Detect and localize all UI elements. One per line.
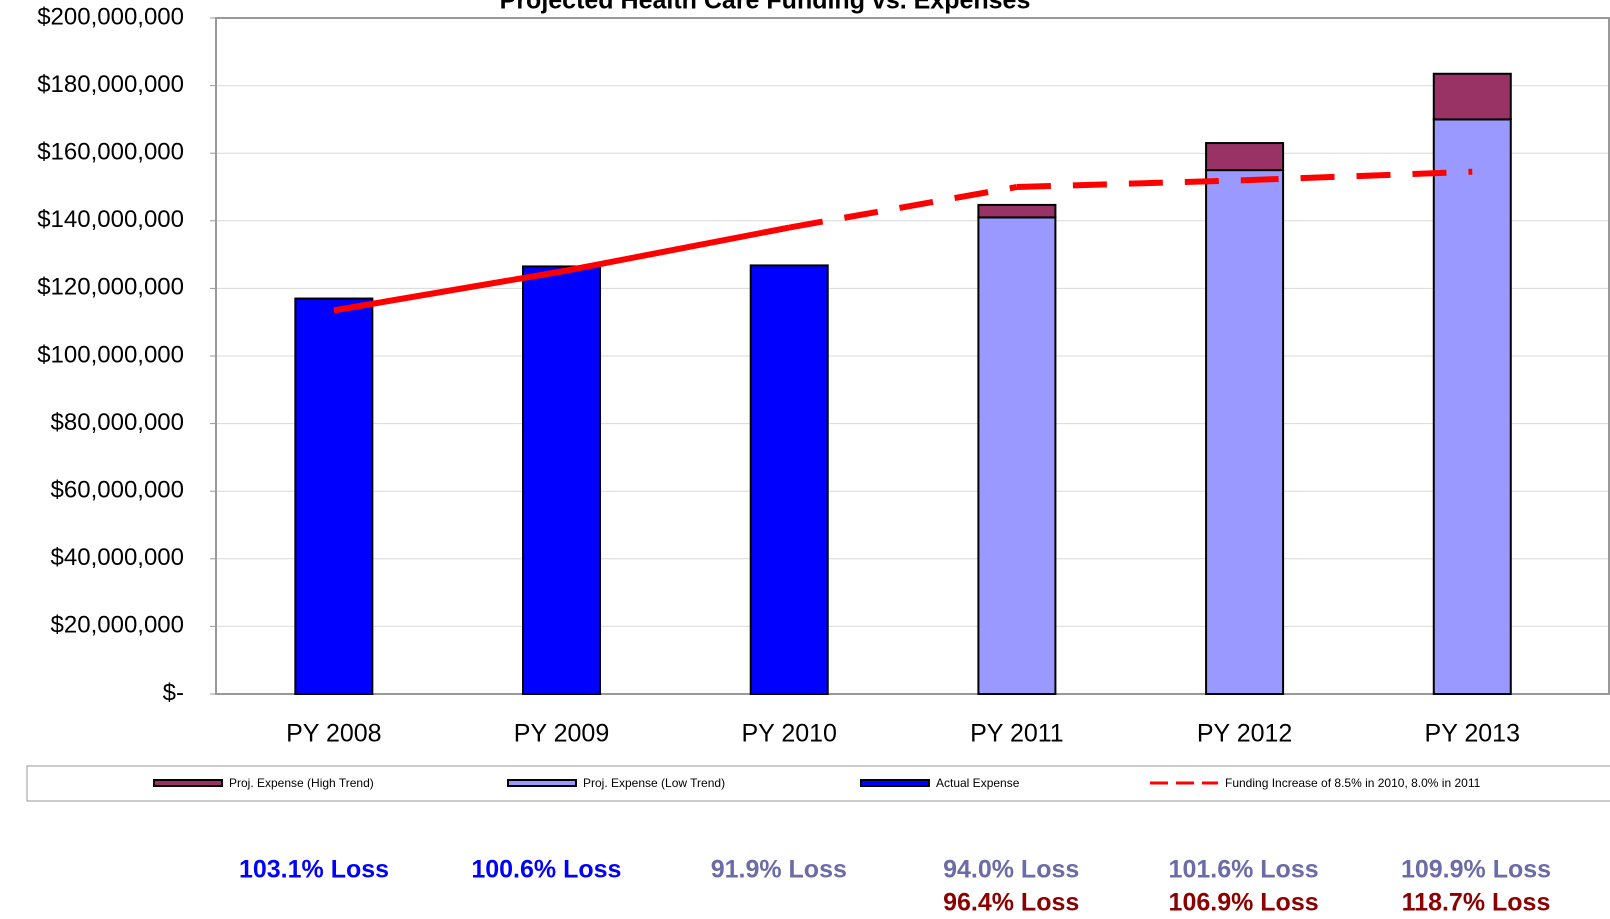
x-tick-label: PY 2010 xyxy=(741,720,836,748)
bar-segment xyxy=(522,265,602,695)
y-tick-label: $80,000,000 xyxy=(51,409,184,436)
loss-label: 101.6% Loss xyxy=(1169,856,1319,884)
bar-segment xyxy=(749,264,829,695)
x-tick-label: PY 2012 xyxy=(1197,720,1292,748)
y-tick-label: $- xyxy=(163,679,184,706)
loss-label: 94.0% Loss xyxy=(943,856,1079,884)
legend-box xyxy=(26,765,1610,802)
bar-segment xyxy=(1205,142,1285,172)
legend-label: Proj. Expense (High Trend) xyxy=(229,776,374,790)
y-tick-label: $180,000,000 xyxy=(37,71,184,98)
loss-label: 103.1% Loss xyxy=(239,856,389,884)
loss-label-high: 96.4% Loss xyxy=(943,889,1079,917)
bar-segment xyxy=(294,297,374,695)
y-tick-label: $20,000,000 xyxy=(51,612,184,639)
loss-label: 100.6% Loss xyxy=(471,856,621,884)
y-tick-label: $100,000,000 xyxy=(37,341,184,368)
y-tick-label: $40,000,000 xyxy=(51,544,184,571)
legend-swatch xyxy=(153,779,223,787)
loss-label: 91.9% Loss xyxy=(711,856,847,884)
plot-border xyxy=(215,17,1610,695)
loss-label-high: 118.7% Loss xyxy=(1402,889,1551,917)
bar-segment xyxy=(1432,118,1512,695)
bar-segment xyxy=(1432,72,1512,121)
funding-line-segment xyxy=(788,184,1018,231)
x-tick-label: PY 2013 xyxy=(1425,720,1520,748)
legend-swatch xyxy=(860,779,930,787)
bar-segment xyxy=(1205,169,1285,696)
legend-label: Actual Expense xyxy=(936,776,1020,790)
x-tick-label: PY 2009 xyxy=(514,720,609,748)
loss-label: 109.9% Loss xyxy=(1401,856,1551,884)
y-tick-label: $120,000,000 xyxy=(37,274,184,301)
funding-line-segment xyxy=(1016,177,1245,190)
legend-label: Proj. Expense (Low Trend) xyxy=(583,776,725,790)
x-tick-label: PY 2011 xyxy=(970,720,1064,748)
funding-line-segment xyxy=(333,268,563,314)
legend-swatch xyxy=(507,779,577,787)
chart-title: Projected Health Care Funding vs. Expens… xyxy=(500,0,1031,15)
y-tick-label: $140,000,000 xyxy=(37,206,184,233)
x-tick-label: PY 2008 xyxy=(286,720,381,748)
loss-label-high: 106.9% Loss xyxy=(1169,889,1319,917)
funding-line-segment xyxy=(1244,168,1473,184)
y-tick-label: $200,000,000 xyxy=(37,3,184,30)
y-tick-label: $160,000,000 xyxy=(37,139,184,166)
bar-segment xyxy=(977,216,1057,695)
y-tick-label: $60,000,000 xyxy=(51,477,184,504)
funding-line-segment xyxy=(560,224,790,275)
legend-label: Funding Increase of 8.5% in 2010, 8.0% i… xyxy=(1225,776,1481,790)
bar-segment xyxy=(977,203,1057,219)
